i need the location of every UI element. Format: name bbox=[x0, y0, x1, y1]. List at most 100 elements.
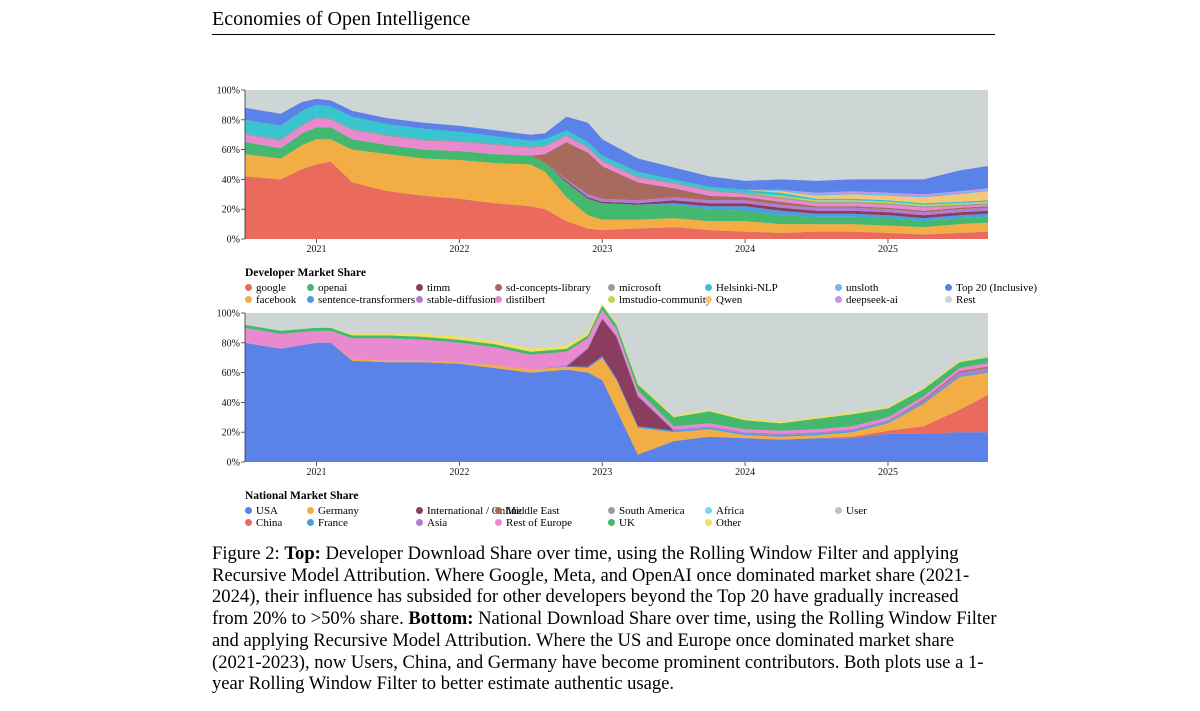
page-header: Economies of Open Intelligence bbox=[212, 6, 995, 35]
nat-y-tick-label: 0% bbox=[227, 458, 240, 469]
dev-x-tick-label: 2022 bbox=[449, 244, 469, 255]
legend-label: Middle East bbox=[506, 505, 560, 517]
nat-legend-row: USA Germany International / Online Middle E… bbox=[245, 505, 867, 517]
legend-swatch-icon bbox=[945, 284, 952, 291]
dev-x-tick-label: 2024 bbox=[735, 244, 755, 255]
nat-legend-item-middle-east: Middle East bbox=[495, 505, 559, 517]
dev-legend-item-timm: timm bbox=[416, 282, 450, 294]
caption-top-label: Top: bbox=[284, 543, 321, 564]
nat-legend-item-south-america: South America bbox=[608, 505, 685, 517]
dev-legend-item-openai: openai bbox=[307, 282, 347, 294]
dev-area-distilbert bbox=[245, 118, 988, 211]
national-legend: National Market Share USA Germany Internat… bbox=[245, 490, 867, 529]
dev-legend-item-rest: Rest bbox=[945, 294, 976, 306]
legend-swatch-icon bbox=[245, 284, 252, 291]
dev-legend-item-helsinki-nlp: Helsinki-NLP bbox=[705, 282, 778, 294]
legend-label: sentence-transformers bbox=[318, 294, 416, 306]
legend-label: UK bbox=[619, 517, 635, 529]
dev-x-tick-label: 2023 bbox=[592, 244, 612, 255]
legend-swatch-icon bbox=[608, 296, 615, 303]
nat-area-germany bbox=[245, 342, 988, 455]
legend-swatch-icon bbox=[705, 296, 712, 303]
legend-label: sd-concepts-library bbox=[506, 282, 591, 294]
dev-legend-row: facebook sentence-transformers stable-diff… bbox=[245, 294, 976, 306]
legend-swatch-icon bbox=[416, 296, 423, 303]
legend-swatch-icon bbox=[608, 507, 615, 514]
dev-legend-item-sentence-transformers: sentence-transformers bbox=[307, 294, 415, 306]
dev-legend-item-top-20-inclusive: Top 20 (Inclusive) bbox=[945, 282, 1037, 294]
legend-swatch-icon bbox=[416, 284, 423, 291]
nat-y-tick-label: 80% bbox=[222, 338, 240, 349]
dev-legend-item-facebook: facebook bbox=[245, 294, 296, 306]
nat-legend-item-user: User bbox=[835, 505, 867, 517]
legend-label: microsoft bbox=[619, 282, 662, 294]
nat-legend-item-germany: Germany bbox=[307, 505, 359, 517]
dev-legend-item-qwen: Qwen bbox=[705, 294, 742, 306]
nat-y-tick-label: 100% bbox=[217, 309, 240, 320]
dev-area-openai bbox=[245, 127, 988, 228]
nat-x-tick-label: 2021 bbox=[306, 467, 326, 478]
legend-label: Germany bbox=[318, 505, 359, 517]
nat-x-tick-label: 2025 bbox=[878, 467, 898, 478]
developer-legend: Developer Market Share google openai timm s… bbox=[245, 267, 1037, 306]
legend-label: User bbox=[846, 505, 867, 517]
legend-swatch-icon bbox=[245, 507, 252, 514]
nat-legend-item-france: France bbox=[307, 517, 348, 529]
legend-label: google bbox=[256, 282, 286, 294]
legend-swatch-icon bbox=[705, 519, 712, 526]
nat-area-rest-of-europe bbox=[245, 310, 988, 434]
dev-legend-row: google openai timm sd-concepts-library micro… bbox=[245, 282, 1037, 294]
legend-swatch-icon bbox=[608, 284, 615, 291]
legend-swatch-icon bbox=[495, 519, 502, 526]
dev-y-tick-label: 60% bbox=[222, 145, 240, 156]
dev-x-tick-label: 2025 bbox=[878, 244, 898, 255]
legend-label: South America bbox=[619, 505, 685, 517]
dev-x-tick-label: 2021 bbox=[306, 244, 326, 255]
developer-legend-title: Developer Market Share bbox=[245, 267, 366, 279]
legend-label: USA bbox=[256, 505, 279, 517]
dev-y-tick-label: 20% bbox=[222, 205, 240, 216]
dev-y-tick-label: 0% bbox=[227, 235, 240, 246]
legend-label: deepseek-ai bbox=[846, 294, 898, 306]
legend-label: France bbox=[318, 517, 348, 529]
legend-swatch-icon bbox=[307, 507, 314, 514]
nat-y-tick-label: 40% bbox=[222, 398, 240, 409]
legend-swatch-icon bbox=[416, 519, 423, 526]
dev-y-tick-label: 80% bbox=[222, 115, 240, 126]
dev-legend-item-unsloth: unsloth bbox=[835, 282, 878, 294]
nat-legend-item-uk: UK bbox=[608, 517, 635, 529]
legend-label: Top 20 (Inclusive) bbox=[956, 282, 1038, 294]
dev-legend-item-google: google bbox=[245, 282, 286, 294]
legend-swatch-icon bbox=[495, 296, 502, 303]
legend-label: Rest of Europe bbox=[506, 517, 572, 529]
legend-label: Africa bbox=[716, 505, 745, 517]
legend-label: openai bbox=[318, 282, 348, 294]
legend-swatch-icon bbox=[307, 284, 314, 291]
national-legend-title: National Market Share bbox=[245, 490, 359, 502]
legend-label: facebook bbox=[256, 294, 297, 306]
legend-label: Asia bbox=[427, 517, 448, 529]
nat-legend-item-asia: Asia bbox=[416, 517, 447, 529]
legend-swatch-icon bbox=[495, 284, 502, 291]
legend-label: Helsinki-NLP bbox=[716, 282, 778, 294]
caption-figure-label: Figure 2: bbox=[212, 543, 280, 564]
dev-legend-item-distilbert: distilbert bbox=[495, 294, 545, 306]
dev-legend-item-lmstudio-community: lmstudio-community bbox=[608, 294, 711, 306]
legend-label: Qwen bbox=[716, 294, 743, 306]
legend-label: Rest bbox=[956, 294, 976, 306]
legend-swatch-icon bbox=[705, 284, 712, 291]
nat-y-tick-label: 60% bbox=[222, 368, 240, 379]
nat-x-tick-label: 2023 bbox=[592, 467, 612, 478]
nat-x-tick-label: 2024 bbox=[735, 467, 755, 478]
legend-label: timm bbox=[427, 282, 451, 294]
nat-legend-row: China France Asia Rest of Europe UK Other bbox=[245, 517, 741, 529]
dev-legend-item-stable-diffusion: stable-diffusion bbox=[416, 294, 496, 306]
legend-swatch-icon bbox=[945, 296, 952, 303]
dev-legend-item-sd-concepts-library: sd-concepts-library bbox=[495, 282, 591, 294]
legend-swatch-icon bbox=[608, 519, 615, 526]
legend-swatch-icon bbox=[416, 507, 423, 514]
legend-swatch-icon bbox=[245, 519, 252, 526]
dev-y-tick-label: 40% bbox=[222, 175, 240, 186]
dev-area-sd-concepts-library bbox=[245, 127, 988, 213]
nat-legend-item-usa: USA bbox=[245, 505, 278, 517]
